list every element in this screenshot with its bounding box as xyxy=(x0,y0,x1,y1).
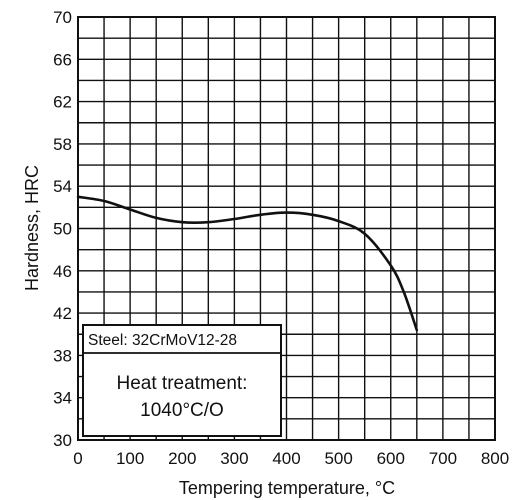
series-line xyxy=(76,195,419,332)
heat-treatment-title: Heat treatment: xyxy=(117,373,248,394)
y-tick-label: 38 xyxy=(53,346,72,365)
y-tick-label: 54 xyxy=(53,177,72,196)
x-axis-label: Tempering temperature, °C xyxy=(179,478,395,498)
x-tick-label: 400 xyxy=(272,449,300,468)
x-tick-label: 500 xyxy=(324,449,352,468)
steel-label: Steel: 32CrMoV12-28 xyxy=(88,332,237,349)
x-tick-label: 300 xyxy=(220,449,248,468)
y-tick-labels: 30 34 38 42 46 50 54 58 62 66 70 xyxy=(53,8,72,450)
x-tick-label: 200 xyxy=(168,449,196,468)
x-tick-label: 700 xyxy=(429,449,457,468)
y-tick-label: 30 xyxy=(53,431,72,450)
annotation-box: Steel: 32CrMoV12-28 Heat treatment: 1040… xyxy=(82,324,282,437)
y-axis-label: Hardness, HRC xyxy=(22,165,42,291)
x-tick-labels: 0 100 200 300 400 500 600 700 800 xyxy=(73,449,509,468)
y-tick-label: 46 xyxy=(53,262,72,281)
heat-treatment-value: 1040°C/O xyxy=(140,400,224,421)
y-tick-label: 62 xyxy=(53,93,72,112)
y-tick-label: 34 xyxy=(53,389,72,408)
y-tick-label: 42 xyxy=(53,304,72,323)
annotation-box-frame xyxy=(82,324,282,437)
x-tick-label: 100 xyxy=(116,449,144,468)
y-tick-label: 70 xyxy=(53,8,72,27)
y-tick-label: 50 xyxy=(53,220,72,239)
x-tick-label: 0 xyxy=(73,449,82,468)
y-tick-label: 58 xyxy=(53,135,72,154)
x-tick-label: 800 xyxy=(481,449,509,468)
y-tick-label: 66 xyxy=(53,50,72,69)
plot-frame xyxy=(77,16,496,441)
x-tick-label: 600 xyxy=(377,449,405,468)
